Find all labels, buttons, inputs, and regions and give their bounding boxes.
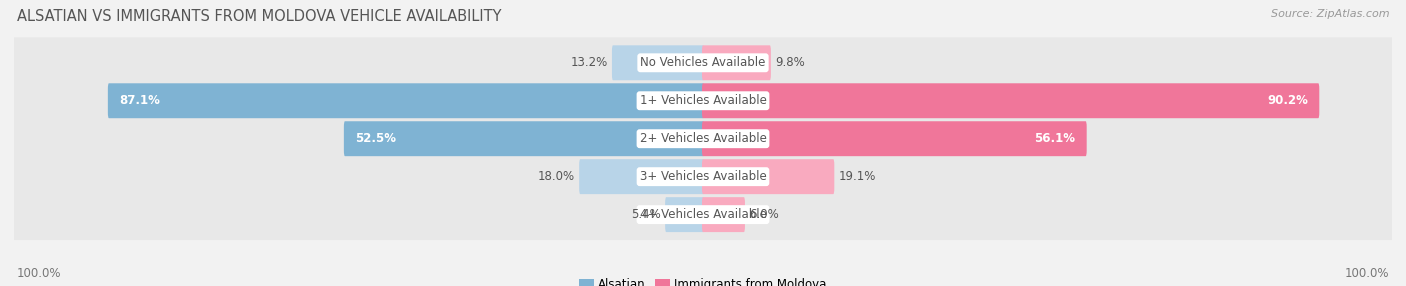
FancyBboxPatch shape (108, 83, 704, 118)
FancyBboxPatch shape (702, 83, 1319, 118)
FancyBboxPatch shape (702, 45, 770, 80)
FancyBboxPatch shape (702, 197, 745, 232)
Text: 4+ Vehicles Available: 4+ Vehicles Available (640, 208, 766, 221)
Text: 52.5%: 52.5% (356, 132, 396, 145)
Text: 2+ Vehicles Available: 2+ Vehicles Available (640, 132, 766, 145)
FancyBboxPatch shape (13, 37, 1393, 88)
FancyBboxPatch shape (702, 121, 1087, 156)
Text: No Vehicles Available: No Vehicles Available (640, 56, 766, 69)
Text: 87.1%: 87.1% (120, 94, 160, 107)
Text: 9.8%: 9.8% (775, 56, 806, 69)
Text: 90.2%: 90.2% (1267, 94, 1308, 107)
Text: 18.0%: 18.0% (537, 170, 575, 183)
Text: Source: ZipAtlas.com: Source: ZipAtlas.com (1271, 9, 1389, 19)
FancyBboxPatch shape (612, 45, 704, 80)
Text: 100.0%: 100.0% (1344, 267, 1389, 280)
Text: 13.2%: 13.2% (571, 56, 607, 69)
Text: 56.1%: 56.1% (1035, 132, 1076, 145)
Text: 1+ Vehicles Available: 1+ Vehicles Available (640, 94, 766, 107)
FancyBboxPatch shape (344, 121, 704, 156)
Legend: Alsatian, Immigrants from Moldova: Alsatian, Immigrants from Moldova (575, 273, 831, 286)
FancyBboxPatch shape (13, 113, 1393, 164)
Text: 100.0%: 100.0% (17, 267, 62, 280)
FancyBboxPatch shape (13, 151, 1393, 202)
Text: 5.4%: 5.4% (631, 208, 661, 221)
Text: 6.0%: 6.0% (749, 208, 779, 221)
FancyBboxPatch shape (13, 75, 1393, 126)
FancyBboxPatch shape (579, 159, 704, 194)
Text: 3+ Vehicles Available: 3+ Vehicles Available (640, 170, 766, 183)
FancyBboxPatch shape (702, 159, 834, 194)
Text: ALSATIAN VS IMMIGRANTS FROM MOLDOVA VEHICLE AVAILABILITY: ALSATIAN VS IMMIGRANTS FROM MOLDOVA VEHI… (17, 9, 502, 23)
FancyBboxPatch shape (665, 197, 704, 232)
Text: 19.1%: 19.1% (839, 170, 876, 183)
FancyBboxPatch shape (13, 189, 1393, 240)
